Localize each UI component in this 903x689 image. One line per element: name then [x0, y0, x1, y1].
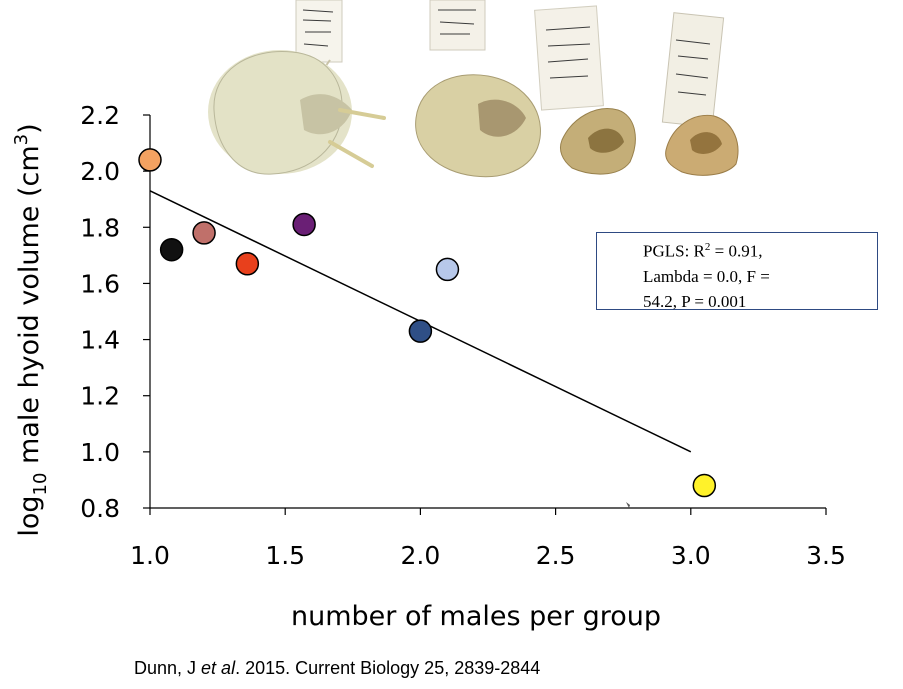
- specimen-tag-2: [429, 0, 486, 51]
- stats-line-2: Lambda = 0.0, F =: [643, 266, 770, 286]
- data-point-1: [138, 148, 162, 172]
- y-tick-label: 1.8: [80, 213, 120, 242]
- x-axis-title: number of males per group: [291, 601, 661, 632]
- hyoid-large-icon: [208, 50, 386, 175]
- hyoid-medium-icon: [415, 74, 541, 178]
- x-tick-label: 2.5: [536, 541, 576, 570]
- x-tick-label: 2.0: [401, 541, 441, 570]
- x-tick-label: 3.5: [806, 541, 846, 570]
- x-ticks: 1.0 1.5 2.0 2.5 3.0 3.5: [130, 508, 846, 570]
- tag-handwriting: [302, 9, 711, 96]
- y-tick-label: 2.2: [80, 101, 120, 130]
- axes: [149, 115, 826, 509]
- specimen-tag-4: [661, 12, 725, 128]
- pgls-stats-box: PGLS: R2 = 0.91, Lambda = 0.0, F = 54.2,…: [596, 232, 878, 311]
- data-point-3: [192, 221, 216, 245]
- x-tick-label: 3.0: [671, 541, 711, 570]
- x-tick-label: 1.0: [130, 541, 170, 570]
- y-tick-label: 1.4: [80, 326, 120, 355]
- hyoid-small-icon: [559, 108, 636, 175]
- y-tick-label: 1.6: [80, 269, 120, 298]
- data-point-4: [235, 252, 260, 276]
- stats-line-3: 54.2, P = 0.001: [643, 291, 747, 311]
- data-point-6: [408, 319, 433, 343]
- hyoid-specimen-photos: [208, 0, 739, 178]
- specimen-tag-3: [534, 5, 604, 111]
- data-point-5: [292, 212, 316, 237]
- y-ticks: 0.8 1.0 1.2 1.4 1.6 1.8 2.0 2.2: [80, 101, 150, 523]
- citation: Dunn, J et al. 2015. Current Biology 25,…: [134, 658, 541, 678]
- y-tick-label: 1.0: [80, 438, 120, 467]
- data-point-2: [159, 237, 184, 262]
- data-point-7: [435, 257, 460, 282]
- data-points: [138, 148, 717, 498]
- y-tick-label: 1.2: [80, 382, 120, 411]
- y-tick-label: 2.0: [80, 157, 120, 186]
- cursor-mark: [626, 502, 630, 508]
- stats-line-1: PGLS: R2 = 0.91,: [643, 241, 763, 261]
- x-tick-label: 1.5: [265, 541, 305, 570]
- y-axis-title: log10 male hyoid volume (cm3): [11, 123, 51, 536]
- specimen-tag-1: [295, 0, 343, 63]
- data-point-8: [692, 473, 717, 498]
- y-tick-label: 0.8: [80, 494, 120, 523]
- hyoid-smallest-icon: [665, 114, 739, 176]
